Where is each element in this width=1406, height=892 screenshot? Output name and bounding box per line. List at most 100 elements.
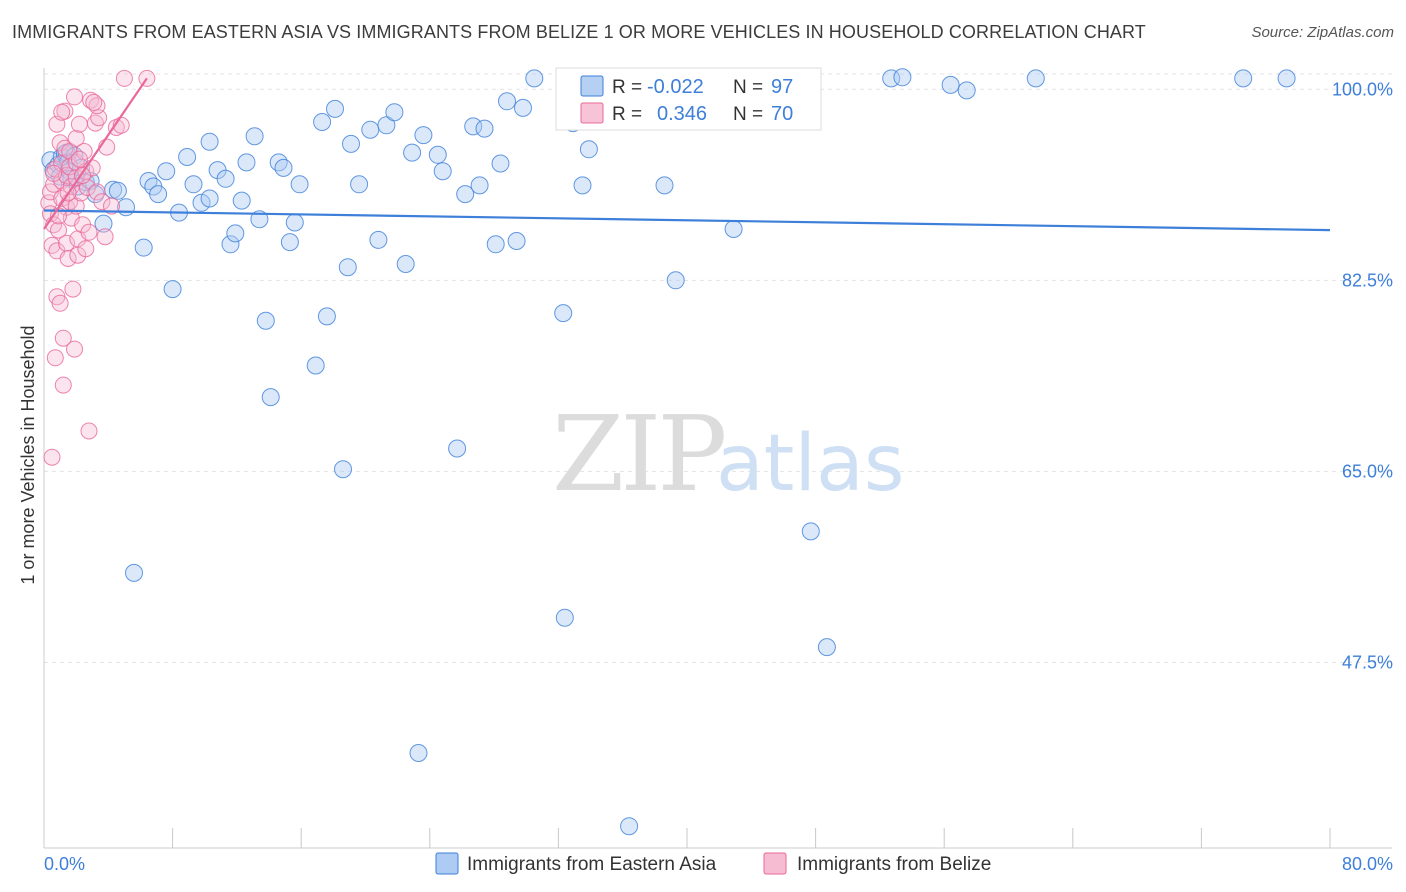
point-belize[interactable] xyxy=(70,150,88,168)
point-eastern-asia[interactable] xyxy=(498,92,516,111)
point-eastern-asia[interactable] xyxy=(573,176,592,195)
point-eastern-asia[interactable] xyxy=(1277,69,1296,88)
point-eastern-asia[interactable] xyxy=(290,175,309,194)
point-eastern-asia[interactable] xyxy=(514,98,532,117)
point-eastern-asia[interactable] xyxy=(108,181,127,200)
point-belize[interactable] xyxy=(53,103,71,121)
point-eastern-asia[interactable] xyxy=(256,311,275,330)
point-eastern-asia[interactable] xyxy=(94,214,113,233)
point-eastern-asia[interactable] xyxy=(428,145,447,164)
point-eastern-asia[interactable] xyxy=(555,608,574,627)
point-eastern-asia[interactable] xyxy=(377,116,396,135)
point-eastern-asia[interactable] xyxy=(285,213,304,232)
point-belize[interactable] xyxy=(46,349,64,367)
point-eastern-asia[interactable] xyxy=(125,563,143,582)
legend-item-belize[interactable]: Immigrants from Belize xyxy=(763,852,991,875)
point-belize[interactable] xyxy=(56,139,74,157)
point-eastern-asia[interactable] xyxy=(334,460,352,479)
point-belize[interactable] xyxy=(43,236,61,254)
point-eastern-asia[interactable] xyxy=(245,127,264,146)
point-eastern-asia[interactable] xyxy=(525,69,544,88)
point-eastern-asia[interactable] xyxy=(216,169,235,188)
point-eastern-asia[interactable] xyxy=(200,132,219,151)
point-eastern-asia[interactable] xyxy=(470,176,489,195)
point-belize[interactable] xyxy=(115,69,133,87)
point-eastern-asia[interactable] xyxy=(226,224,245,243)
point-belize[interactable] xyxy=(59,250,77,267)
point-eastern-asia[interactable] xyxy=(491,154,510,173)
point-eastern-asia[interactable] xyxy=(313,113,332,131)
point-belize[interactable] xyxy=(51,294,69,312)
point-eastern-asia[interactable] xyxy=(192,193,211,212)
point-belize[interactable] xyxy=(103,197,120,215)
point-eastern-asia[interactable] xyxy=(232,191,251,210)
point-belize[interactable] xyxy=(45,164,63,182)
point-eastern-asia[interactable] xyxy=(655,176,674,195)
point-eastern-asia[interactable] xyxy=(269,153,288,172)
point-eastern-asia[interactable] xyxy=(414,126,433,145)
point-belize[interactable] xyxy=(50,221,67,239)
point-eastern-asia[interactable] xyxy=(221,235,240,254)
point-eastern-asia[interactable] xyxy=(139,172,158,190)
point-belize[interactable] xyxy=(64,280,82,298)
point-eastern-asia[interactable] xyxy=(817,638,836,657)
point-belize[interactable] xyxy=(80,223,98,241)
point-belize[interactable] xyxy=(67,129,85,147)
point-eastern-asia[interactable] xyxy=(456,185,475,204)
point-eastern-asia[interactable] xyxy=(724,220,743,238)
point-eastern-asia[interactable] xyxy=(620,817,639,836)
point-eastern-asia[interactable] xyxy=(579,140,598,159)
point-eastern-asia[interactable] xyxy=(157,162,176,181)
point-eastern-asia[interactable] xyxy=(326,99,344,118)
point-eastern-asia[interactable] xyxy=(666,271,685,290)
point-eastern-asia[interactable] xyxy=(957,81,976,100)
point-eastern-asia[interactable] xyxy=(134,238,153,257)
point-eastern-asia[interactable] xyxy=(554,304,573,323)
point-belize[interactable] xyxy=(58,234,75,252)
point-eastern-asia[interactable] xyxy=(163,280,182,299)
point-eastern-asia[interactable] xyxy=(178,148,197,166)
point-eastern-asia[interactable] xyxy=(409,744,428,762)
point-eastern-asia[interactable] xyxy=(261,388,280,407)
point-eastern-asia[interactable] xyxy=(486,235,505,254)
point-eastern-asia[interactable] xyxy=(280,233,299,252)
point-eastern-asia[interactable] xyxy=(274,158,293,177)
point-eastern-asia[interactable] xyxy=(149,185,168,204)
point-belize[interactable] xyxy=(70,115,88,133)
point-eastern-asia[interactable] xyxy=(801,522,820,541)
point-eastern-asia[interactable] xyxy=(342,134,360,153)
point-eastern-asia[interactable] xyxy=(1234,69,1253,88)
point-eastern-asia[interactable] xyxy=(250,210,269,229)
point-eastern-asia[interactable] xyxy=(317,307,336,326)
point-belize[interactable] xyxy=(86,114,104,132)
point-belize[interactable] xyxy=(77,240,95,258)
point-belize[interactable] xyxy=(66,88,83,106)
point-eastern-asia[interactable] xyxy=(1026,69,1045,88)
point-eastern-asia[interactable] xyxy=(464,117,483,136)
point-eastern-asia[interactable] xyxy=(361,120,380,139)
point-eastern-asia[interactable] xyxy=(941,75,960,94)
point-belize[interactable] xyxy=(54,376,72,394)
point-eastern-asia[interactable] xyxy=(184,175,203,194)
point-belize[interactable] xyxy=(93,193,111,211)
point-eastern-asia[interactable] xyxy=(369,230,388,249)
point-belize[interactable] xyxy=(51,134,69,152)
point-eastern-asia[interactable] xyxy=(396,255,415,273)
point-eastern-asia[interactable] xyxy=(200,189,219,208)
point-eastern-asia[interactable] xyxy=(403,143,422,162)
point-eastern-asia[interactable] xyxy=(385,103,404,122)
point-belize[interactable] xyxy=(80,422,98,440)
point-belize[interactable] xyxy=(88,97,106,115)
point-eastern-asia[interactable] xyxy=(433,162,452,181)
point-belize[interactable] xyxy=(43,448,61,466)
legend-item-eastern-asia[interactable]: Immigrants from Eastern Asia xyxy=(435,852,717,875)
point-belize[interactable] xyxy=(85,93,103,111)
point-eastern-asia[interactable] xyxy=(893,68,912,87)
point-belize[interactable] xyxy=(54,329,72,347)
point-belize[interactable] xyxy=(88,183,106,201)
point-belize[interactable] xyxy=(66,340,83,358)
point-eastern-asia[interactable] xyxy=(475,119,494,138)
point-belize[interactable] xyxy=(67,169,85,187)
point-eastern-asia[interactable] xyxy=(338,258,357,277)
point-belize[interactable] xyxy=(96,228,114,246)
